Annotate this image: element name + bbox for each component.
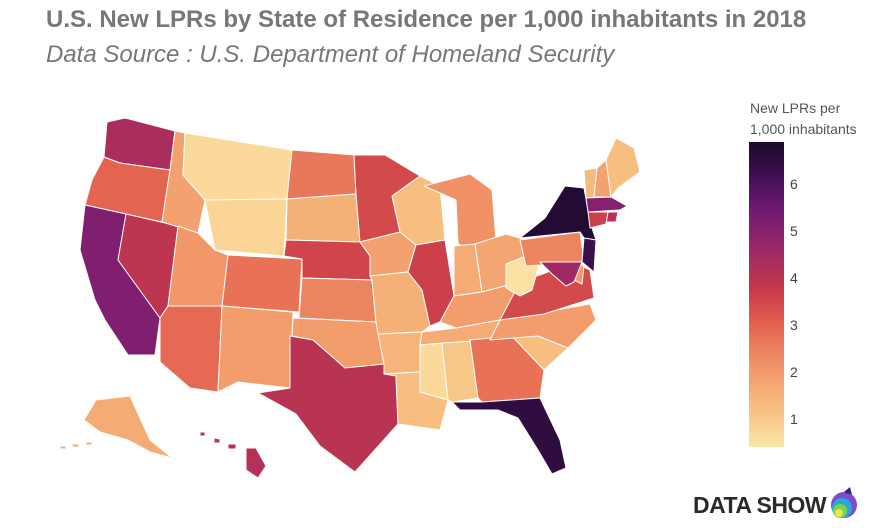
colorbar-title: New LPRs per 1,000 inhabitants [750,98,857,140]
colorbar-title-line2: 1,000 inhabitants [750,121,857,137]
colorbar-tick: 4 [790,270,798,286]
state-ak[interactable] [83,395,173,459]
colorbar-tick: 1 [790,411,798,427]
colorbar-title-line1: New LPRs per [750,100,841,116]
state-sd[interactable] [285,193,361,243]
state-co[interactable] [221,254,303,313]
state-wy[interactable] [204,198,288,257]
state-az[interactable] [159,305,223,393]
state-me[interactable] [605,137,641,198]
state-ks[interactable] [298,277,377,323]
state-ny[interactable] [519,185,597,241]
state-ma[interactable] [585,196,628,213]
state-nc[interactable] [489,303,597,349]
state-mt[interactable] [182,132,293,201]
state-hi[interactable] [245,447,267,479]
colorbar-tick: 6 [790,176,798,192]
data-show-logo-icon [831,487,857,518]
state-nj[interactable] [581,237,597,273]
state-ct[interactable] [587,211,609,229]
state-hi-island[interactable] [213,437,221,444]
map-title: U.S. New LPRs by State of Residence per … [46,6,807,33]
state-hi-island[interactable] [199,431,206,437]
map-subtitle: Data Source : U.S. Department of Homelan… [46,41,615,68]
state-ak-island[interactable] [71,443,80,448]
state-nm[interactable] [217,305,294,393]
state-ar[interactable] [377,331,423,375]
state-ak-island[interactable] [59,445,67,450]
state-ak-island[interactable] [85,441,93,446]
colorbar-tick: 5 [790,223,798,239]
state-md[interactable] [539,261,583,287]
state-tx[interactable] [257,335,399,473]
colorbar-tick: 3 [790,317,798,333]
brand-label: DATA SHOW [693,492,827,518]
colorbar-tick: 2 [790,364,798,380]
state-fl[interactable] [451,397,567,475]
state-nd[interactable] [286,149,357,200]
state-il[interactable] [407,239,455,327]
state-hi-island[interactable] [227,443,237,450]
colorbar [749,142,784,447]
